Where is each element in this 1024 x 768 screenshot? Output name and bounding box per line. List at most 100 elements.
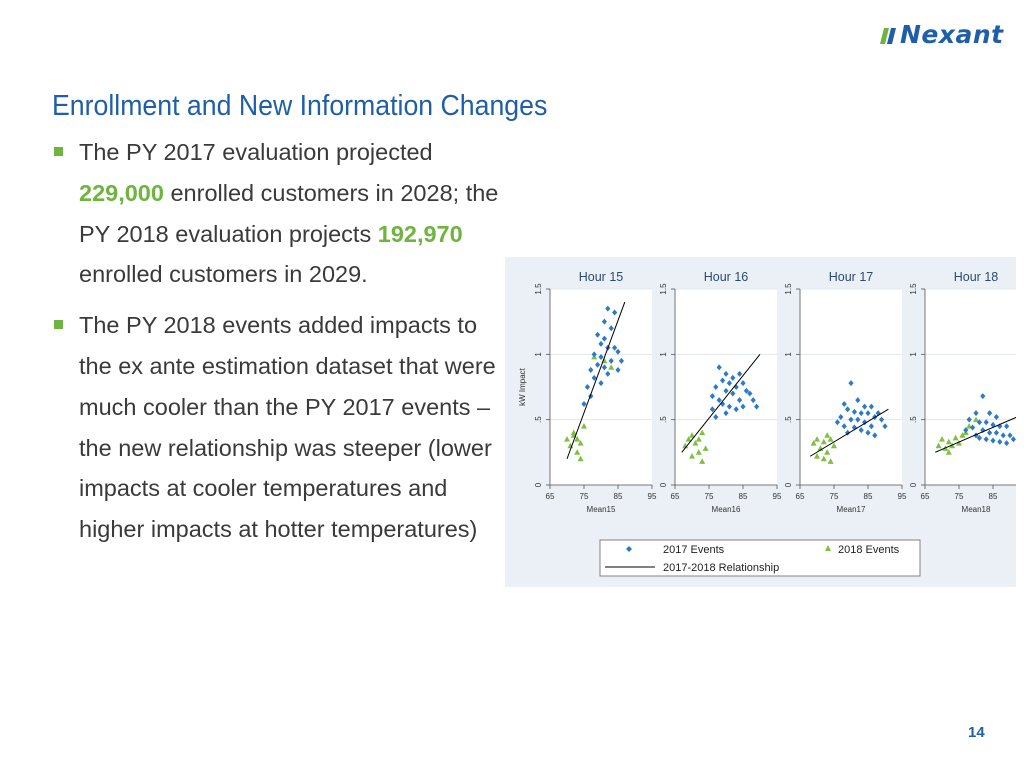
scatter-chart-panel: Hour 15 0.5 1 1.5 65 75 85 95 Mean15 Hour 16 0.5 1 1… (505, 257, 1024, 587)
point-2018 (695, 436, 702, 442)
y-tick-label: 0 (659, 482, 668, 487)
bullet-text: The PY 2018 events added impacts to the … (79, 312, 496, 543)
point-2018 (570, 429, 577, 436)
page-number: 14 (968, 724, 985, 741)
point-2018 (574, 449, 581, 455)
point-2017 (987, 429, 993, 436)
nexant-logo: Nexant (876, 20, 1006, 49)
point-2017 (882, 423, 888, 430)
x-tick-label: 65 (796, 492, 805, 501)
x-tick-label: 65 (921, 492, 930, 501)
point-2017 (740, 403, 746, 410)
point-2017 (848, 416, 854, 423)
legend-marker-2018 (825, 545, 831, 551)
y-tick-label: 1.5 (534, 283, 543, 295)
y-axis-label: kW Impact (518, 367, 527, 406)
point-2017 (723, 387, 729, 394)
point-2018 (574, 436, 581, 442)
point-2017 (987, 410, 993, 417)
panel-title: Hour 17 (829, 270, 874, 284)
y-tick-label: 1.5 (784, 283, 793, 295)
point-2018 (827, 436, 834, 442)
plot-area (800, 289, 902, 485)
point-2018 (689, 432, 695, 438)
bullet-square-icon (54, 147, 63, 156)
chart-panel-2: Hour 16 0 .5 1 1.5 65 75 85 95 Mean16 (659, 270, 782, 514)
x-tick-label: 65 (546, 492, 555, 501)
bullet-list: The PY 2017 evaluation projected 229,000… (52, 132, 502, 560)
bullet-item-events: The PY 2018 events added impacts to the … (52, 305, 502, 550)
bullet-text: The PY 2017 evaluation projected (79, 139, 433, 165)
x-tick-label: 95 (773, 492, 782, 501)
point-2017 (858, 427, 864, 434)
point-2018 (952, 434, 959, 441)
point-2017 (581, 400, 587, 407)
point-2018 (699, 458, 706, 464)
x-tick-label: 75 (705, 492, 714, 501)
point-2017 (838, 414, 844, 421)
point-2017 (963, 427, 969, 434)
highlight-value-2028: 229,000 (79, 179, 164, 206)
point-2017 (841, 423, 847, 430)
point-2017 (855, 416, 861, 423)
x-axis-label: Mean16 (712, 505, 741, 514)
panel-title: Hour 15 (579, 270, 624, 284)
point-2017 (865, 410, 871, 417)
point-2017 (1007, 432, 1013, 439)
point-2017 (990, 437, 996, 444)
x-axis-label: Mean17 (837, 505, 866, 514)
legend-box (599, 539, 921, 577)
point-2017 (851, 408, 857, 415)
legend-label-2017: 2017 Events (663, 544, 725, 556)
nexant-logo-mark-icon (880, 28, 896, 44)
point-2018 (945, 438, 952, 445)
point-2018 (695, 449, 702, 455)
x-tick-label: 75 (830, 492, 839, 501)
point-2018 (973, 416, 979, 423)
point-2018 (577, 439, 584, 446)
y-tick-label: 1 (534, 352, 543, 357)
x-tick-label: 75 (580, 492, 589, 501)
y-tick-label: 1 (784, 352, 793, 357)
chart-panel-3: Hour 17 0 .5 1 1.5 65 75 85 95 Mean17 (784, 270, 907, 514)
plot-area (675, 289, 777, 485)
point-2018 (824, 432, 831, 438)
point-2018 (945, 449, 952, 455)
bullet-item-enrollment: The PY 2017 evaluation projected 229,000… (52, 132, 502, 295)
point-2018 (577, 455, 584, 462)
y-tick-label: 1 (659, 352, 668, 357)
point-2018 (939, 436, 945, 442)
relationship-line (681, 354, 761, 453)
point-2017 (598, 380, 604, 387)
point-2017 (868, 423, 874, 430)
point-2017 (976, 434, 982, 441)
point-2017 (841, 400, 847, 407)
point-2018 (564, 436, 570, 442)
point-2017 (851, 424, 857, 431)
point-2017 (740, 380, 746, 387)
y-tick-label: 1.5 (659, 283, 668, 295)
point-2018 (702, 445, 709, 451)
x-tick-label: 85 (739, 492, 748, 501)
point-2017 (997, 438, 1003, 445)
point-2017 (723, 410, 729, 417)
point-2017 (1000, 432, 1006, 439)
point-2017 (966, 416, 972, 423)
point-2017 (723, 370, 729, 377)
y-tick-label: .5 (659, 416, 668, 423)
y-tick-label: .5 (784, 416, 793, 423)
point-2018 (814, 453, 820, 459)
point-2018 (810, 439, 817, 446)
legend-label-relationship: 2017-2018 Relationship (663, 562, 779, 574)
point-2017 (591, 374, 597, 381)
point-2018 (581, 423, 587, 429)
y-tick-label: 0 (784, 482, 793, 487)
point-2017 (865, 429, 871, 436)
point-2017 (973, 410, 979, 417)
relationship-line (809, 408, 889, 457)
y-tick-label: 0 (909, 482, 918, 487)
point-2017 (733, 384, 739, 390)
chart-panel-1: Hour 15 0 .5 1 1.5 65 75 85 95 Mean15 (534, 270, 657, 514)
point-2018 (824, 449, 831, 455)
